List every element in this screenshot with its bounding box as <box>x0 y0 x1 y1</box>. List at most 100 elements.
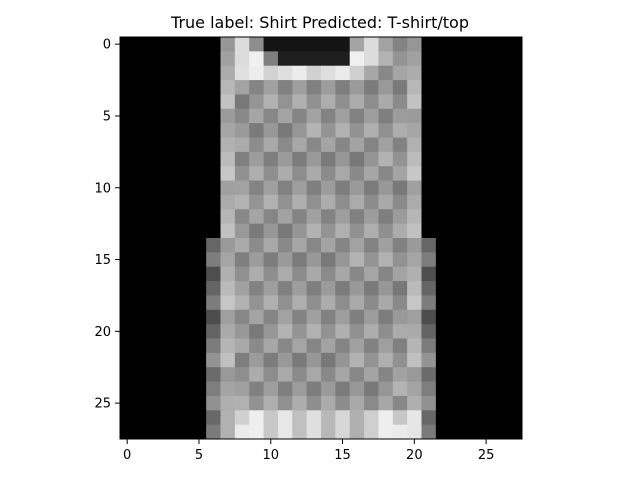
pixel-cell <box>120 137 135 153</box>
pixel-cell <box>277 424 293 440</box>
pixel-cell <box>335 94 351 110</box>
pixel-cell <box>220 80 236 95</box>
pixel-cell <box>464 108 480 124</box>
pixel-cell <box>478 108 494 124</box>
pixel-cell <box>349 410 365 426</box>
pixel-cell <box>493 37 509 52</box>
pixel-cell <box>191 151 207 167</box>
y-tick-label: 15 <box>94 253 111 268</box>
pixel-cell <box>191 367 207 382</box>
pixel-cell <box>392 51 408 67</box>
pixel-cell <box>120 367 135 382</box>
pixel-cell <box>263 424 279 440</box>
pixel-cell <box>177 65 193 81</box>
pixel-cell <box>249 180 264 196</box>
pixel-cell <box>120 281 135 296</box>
pixel-cell <box>220 65 236 81</box>
pixel-cell <box>378 352 394 368</box>
pixel-cell <box>306 367 322 382</box>
pixel-cell <box>450 123 465 138</box>
pixel-cell <box>234 151 250 167</box>
pixel-cell <box>120 395 135 411</box>
pixel-cell <box>148 266 164 282</box>
pixel-cell <box>321 151 336 167</box>
pixel-cell <box>263 180 279 196</box>
pixel-cell <box>292 395 308 411</box>
pixel-cell <box>249 410 264 426</box>
pixel-cell <box>220 166 236 181</box>
pixel-cell <box>392 252 408 268</box>
pixel-cell <box>450 424 465 440</box>
pixel-cell <box>464 395 480 411</box>
pixel-cell <box>364 367 379 382</box>
pixel-cell <box>507 51 523 67</box>
pixel-cell <box>234 51 250 67</box>
pixel-cell <box>163 180 178 196</box>
pixel-cell <box>364 94 379 110</box>
pixel-cell <box>349 94 365 110</box>
pixel-cell <box>234 37 250 52</box>
pixel-cell <box>134 352 150 368</box>
pixel-cell <box>321 194 336 210</box>
pixel-cell <box>191 410 207 426</box>
pixel-cell <box>493 51 509 67</box>
pixel-cell <box>335 37 351 52</box>
pixel-cell <box>321 180 336 196</box>
pixel-cell <box>163 266 178 282</box>
pixel-cell <box>421 37 437 52</box>
pixel-cell <box>392 108 408 124</box>
pixel-cell <box>163 80 178 95</box>
pixel-cell <box>493 381 509 397</box>
pixel-cell <box>493 238 509 253</box>
pixel-cell <box>435 151 451 167</box>
pixel-cell <box>335 166 351 181</box>
pixel-cell <box>421 209 437 225</box>
pixel-cell <box>349 424 365 440</box>
pixel-cell <box>249 395 264 411</box>
pixel-cell <box>450 352 465 368</box>
pixel-cell <box>177 166 193 181</box>
pixel-cell <box>263 123 279 138</box>
pixel-cell <box>392 266 408 282</box>
pixel-cell <box>493 137 509 153</box>
pixel-cell <box>478 137 494 153</box>
pixel-cell <box>120 209 135 225</box>
pixel-cell <box>249 166 264 181</box>
pixel-cell <box>378 151 394 167</box>
pixel-cell <box>206 223 221 239</box>
pixel-cell <box>407 180 422 196</box>
pixel-cell <box>249 266 264 282</box>
pixel-cell <box>206 108 221 124</box>
pixel-cell <box>335 65 351 81</box>
pixel-cell <box>177 295 193 311</box>
pixel-cell <box>206 123 221 138</box>
pixel-cell <box>206 324 221 339</box>
pixel-cell <box>421 94 437 110</box>
pixel-cell <box>349 166 365 181</box>
pixel-cell <box>478 281 494 296</box>
pixel-cell <box>234 223 250 239</box>
pixel-cell <box>148 51 164 67</box>
pixel-cell <box>206 352 221 368</box>
pixel-cell <box>120 51 135 67</box>
y-tick-label: 20 <box>94 325 111 340</box>
pixel-cell <box>507 80 523 95</box>
pixel-cell <box>507 37 523 52</box>
pixel-cell <box>349 65 365 81</box>
pixel-cell <box>249 151 264 167</box>
pixel-cell <box>134 238 150 253</box>
pixel-cell <box>464 338 480 354</box>
pixel-cell <box>220 123 236 138</box>
pixel-cell <box>191 352 207 368</box>
pixel-cell <box>177 223 193 239</box>
pixel-cell <box>220 352 236 368</box>
pixel-cell <box>392 80 408 95</box>
pixel-cell <box>421 424 437 440</box>
pixel-cell <box>292 324 308 339</box>
pixel-cell <box>191 324 207 339</box>
pixel-cell <box>407 108 422 124</box>
pixel-cell <box>163 352 178 368</box>
pixel-cell <box>120 238 135 253</box>
pixel-cell <box>249 80 264 95</box>
pixel-cell <box>435 223 451 239</box>
